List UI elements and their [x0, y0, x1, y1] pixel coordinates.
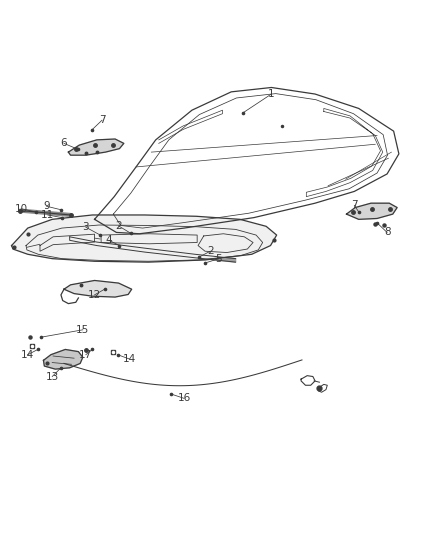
Text: 7: 7 [351, 200, 358, 211]
Polygon shape [346, 203, 397, 220]
Text: 11: 11 [41, 210, 54, 220]
Text: 2: 2 [115, 221, 122, 231]
Text: 2: 2 [207, 246, 214, 256]
Text: 12: 12 [88, 290, 101, 300]
Text: 3: 3 [82, 222, 89, 232]
Polygon shape [70, 237, 236, 262]
Text: 16: 16 [177, 393, 191, 403]
Text: 9: 9 [43, 201, 50, 211]
Text: 7: 7 [99, 115, 105, 125]
Text: 14: 14 [21, 350, 35, 360]
Text: 8: 8 [384, 228, 390, 237]
Text: 1: 1 [268, 89, 275, 99]
Text: 14: 14 [123, 354, 136, 364]
Text: 15: 15 [76, 325, 89, 335]
Text: 17: 17 [79, 350, 92, 360]
Text: 5: 5 [215, 254, 223, 264]
Polygon shape [64, 280, 132, 297]
Text: 13: 13 [46, 372, 59, 382]
Text: 6: 6 [61, 139, 67, 148]
Polygon shape [68, 139, 124, 155]
Text: 4: 4 [106, 235, 112, 245]
Polygon shape [12, 215, 277, 262]
Text: 10: 10 [15, 204, 28, 214]
Polygon shape [43, 350, 83, 369]
